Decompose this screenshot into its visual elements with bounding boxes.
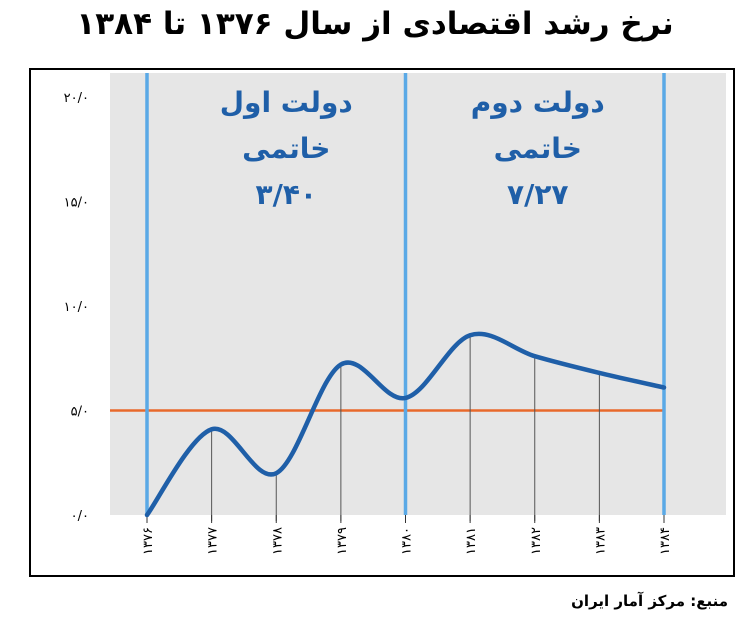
period-annotation: خاتمی <box>494 132 582 165</box>
data-point <box>662 385 666 390</box>
data-point <box>468 333 473 338</box>
period-annotation: دولت اول <box>220 86 353 119</box>
growth-series-line <box>144 331 667 518</box>
period-annotation: دولت دوم <box>471 86 605 119</box>
data-point <box>338 362 343 367</box>
x-tick-label: ۱۳۸۱ <box>464 527 479 555</box>
source-note: منبع: مرکز آمار ایران <box>571 592 728 610</box>
x-tick-label: ۱۳۸۳ <box>593 527 608 555</box>
x-tick-label: ۱۳۷۹ <box>335 527 350 555</box>
period-annotation: ۷/۲۷ <box>507 178 569 211</box>
data-point <box>274 471 279 476</box>
period-annotation: خاتمی <box>242 132 330 165</box>
data-point <box>145 513 149 517</box>
chart-title: نرخ رشد اقتصادی از سال ۱۳۷۶ تا ۱۳۸۴ <box>76 6 674 42</box>
x-tick-label: ۱۳۸۲ <box>529 527 544 555</box>
data-point <box>403 395 408 400</box>
y-tick-label: ۵/۰ <box>71 405 89 420</box>
x-tick-label: ۱۳۷۷ <box>206 527 221 555</box>
x-tick-label: ۱۳۸۴ <box>658 527 673 555</box>
y-tick-label: ۱۵/۰ <box>64 196 89 211</box>
y-tick-label: ۱۰/۰ <box>64 300 89 315</box>
plot-background <box>110 73 726 515</box>
x-tick-label: ۱۳۷۸ <box>270 527 285 555</box>
period-annotation: ۳/۴۰ <box>256 178 318 211</box>
x-tick-label: ۱۳۸۰ <box>400 527 415 555</box>
data-point <box>597 370 602 375</box>
x-tick-label: ۱۳۷۶ <box>141 527 156 555</box>
y-tick-label: ۲۰/۰ <box>64 91 89 106</box>
data-point <box>209 427 214 432</box>
y-tick-label: ۰/۰ <box>71 509 89 524</box>
data-point <box>532 354 537 359</box>
